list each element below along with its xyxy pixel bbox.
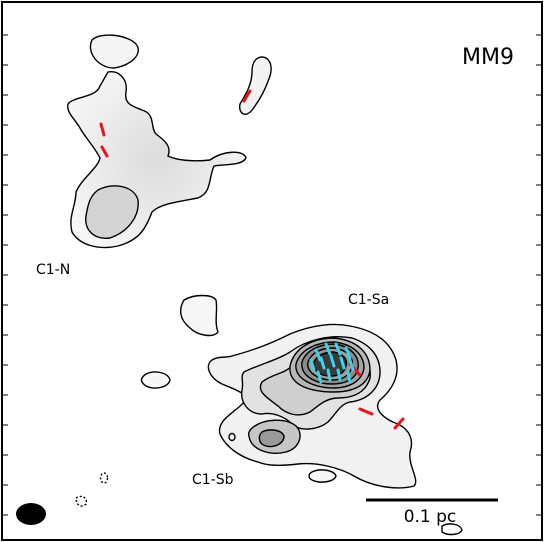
label-c1n: C1-N — [36, 262, 70, 278]
beam-ellipse — [16, 503, 46, 525]
axis-ticks — [2, 34, 542, 516]
scale-bar-label: 0.1 pc — [404, 507, 457, 527]
label-c1sb: C1-Sb — [192, 472, 234, 488]
core-vectors — [309, 342, 355, 384]
panel-title: MM9 — [462, 45, 514, 70]
north-filament — [238, 56, 272, 115]
c1n-contours — [66, 34, 247, 249]
field-vectors — [99, 89, 405, 430]
label-c1sa: C1-Sa — [348, 292, 389, 308]
